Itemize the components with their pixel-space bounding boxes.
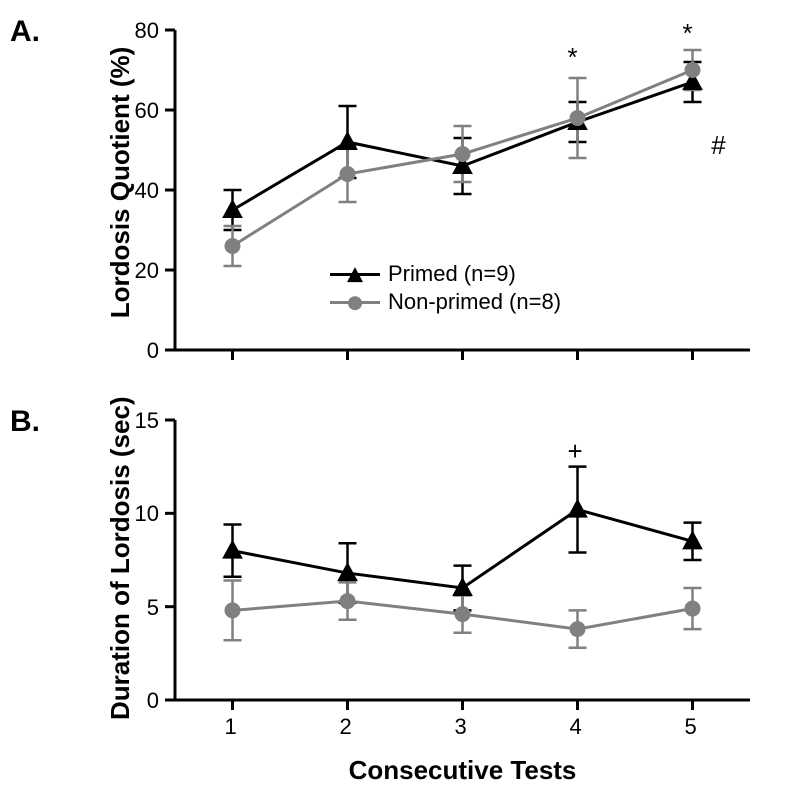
panel-label-a: A.: [10, 15, 40, 49]
x-tick-label: 4: [570, 714, 582, 740]
x-tick-label: 1: [225, 714, 237, 740]
x-tick-label: 5: [685, 714, 697, 740]
y-tick-label: 40: [135, 178, 159, 204]
annotation: *: [568, 42, 578, 73]
legend-label: Non-primed (n=8): [388, 289, 561, 315]
chart-b: [175, 420, 750, 700]
triangle-icon: [346, 266, 364, 284]
legend-label: Primed (n=9): [388, 261, 516, 287]
y-tick-label: 10: [135, 501, 159, 527]
figure: A. B. Lordosis Quotient (%) Duration of …: [0, 0, 800, 809]
y-tick-label: 60: [135, 98, 159, 124]
x-axis-label: Consecutive Tests: [175, 755, 750, 786]
y-tick-label: 20: [135, 258, 159, 284]
x-tick-label: 2: [340, 714, 352, 740]
legend: Primed (n=9)Non-primed (n=8): [330, 260, 561, 316]
annotation: #: [711, 130, 725, 161]
legend-item: Primed (n=9): [330, 260, 561, 288]
y-tick-label: 0: [147, 338, 159, 364]
y-axis-label-a: Lordosis Quotient (%): [105, 30, 136, 335]
y-tick-label: 15: [135, 408, 159, 434]
y-tick-label: 80: [135, 18, 159, 44]
y-tick-label: 0: [147, 688, 159, 714]
y-axis-label-b: Duration of Lordosis (sec): [105, 400, 136, 720]
x-tick-label: 3: [455, 714, 467, 740]
panel-label-b: B.: [10, 405, 40, 439]
annotation: +: [568, 436, 583, 467]
y-tick-label: 5: [147, 595, 159, 621]
annotation: *: [683, 18, 693, 49]
circle-icon: [347, 295, 363, 311]
legend-item: Non-primed (n=8): [330, 288, 561, 316]
